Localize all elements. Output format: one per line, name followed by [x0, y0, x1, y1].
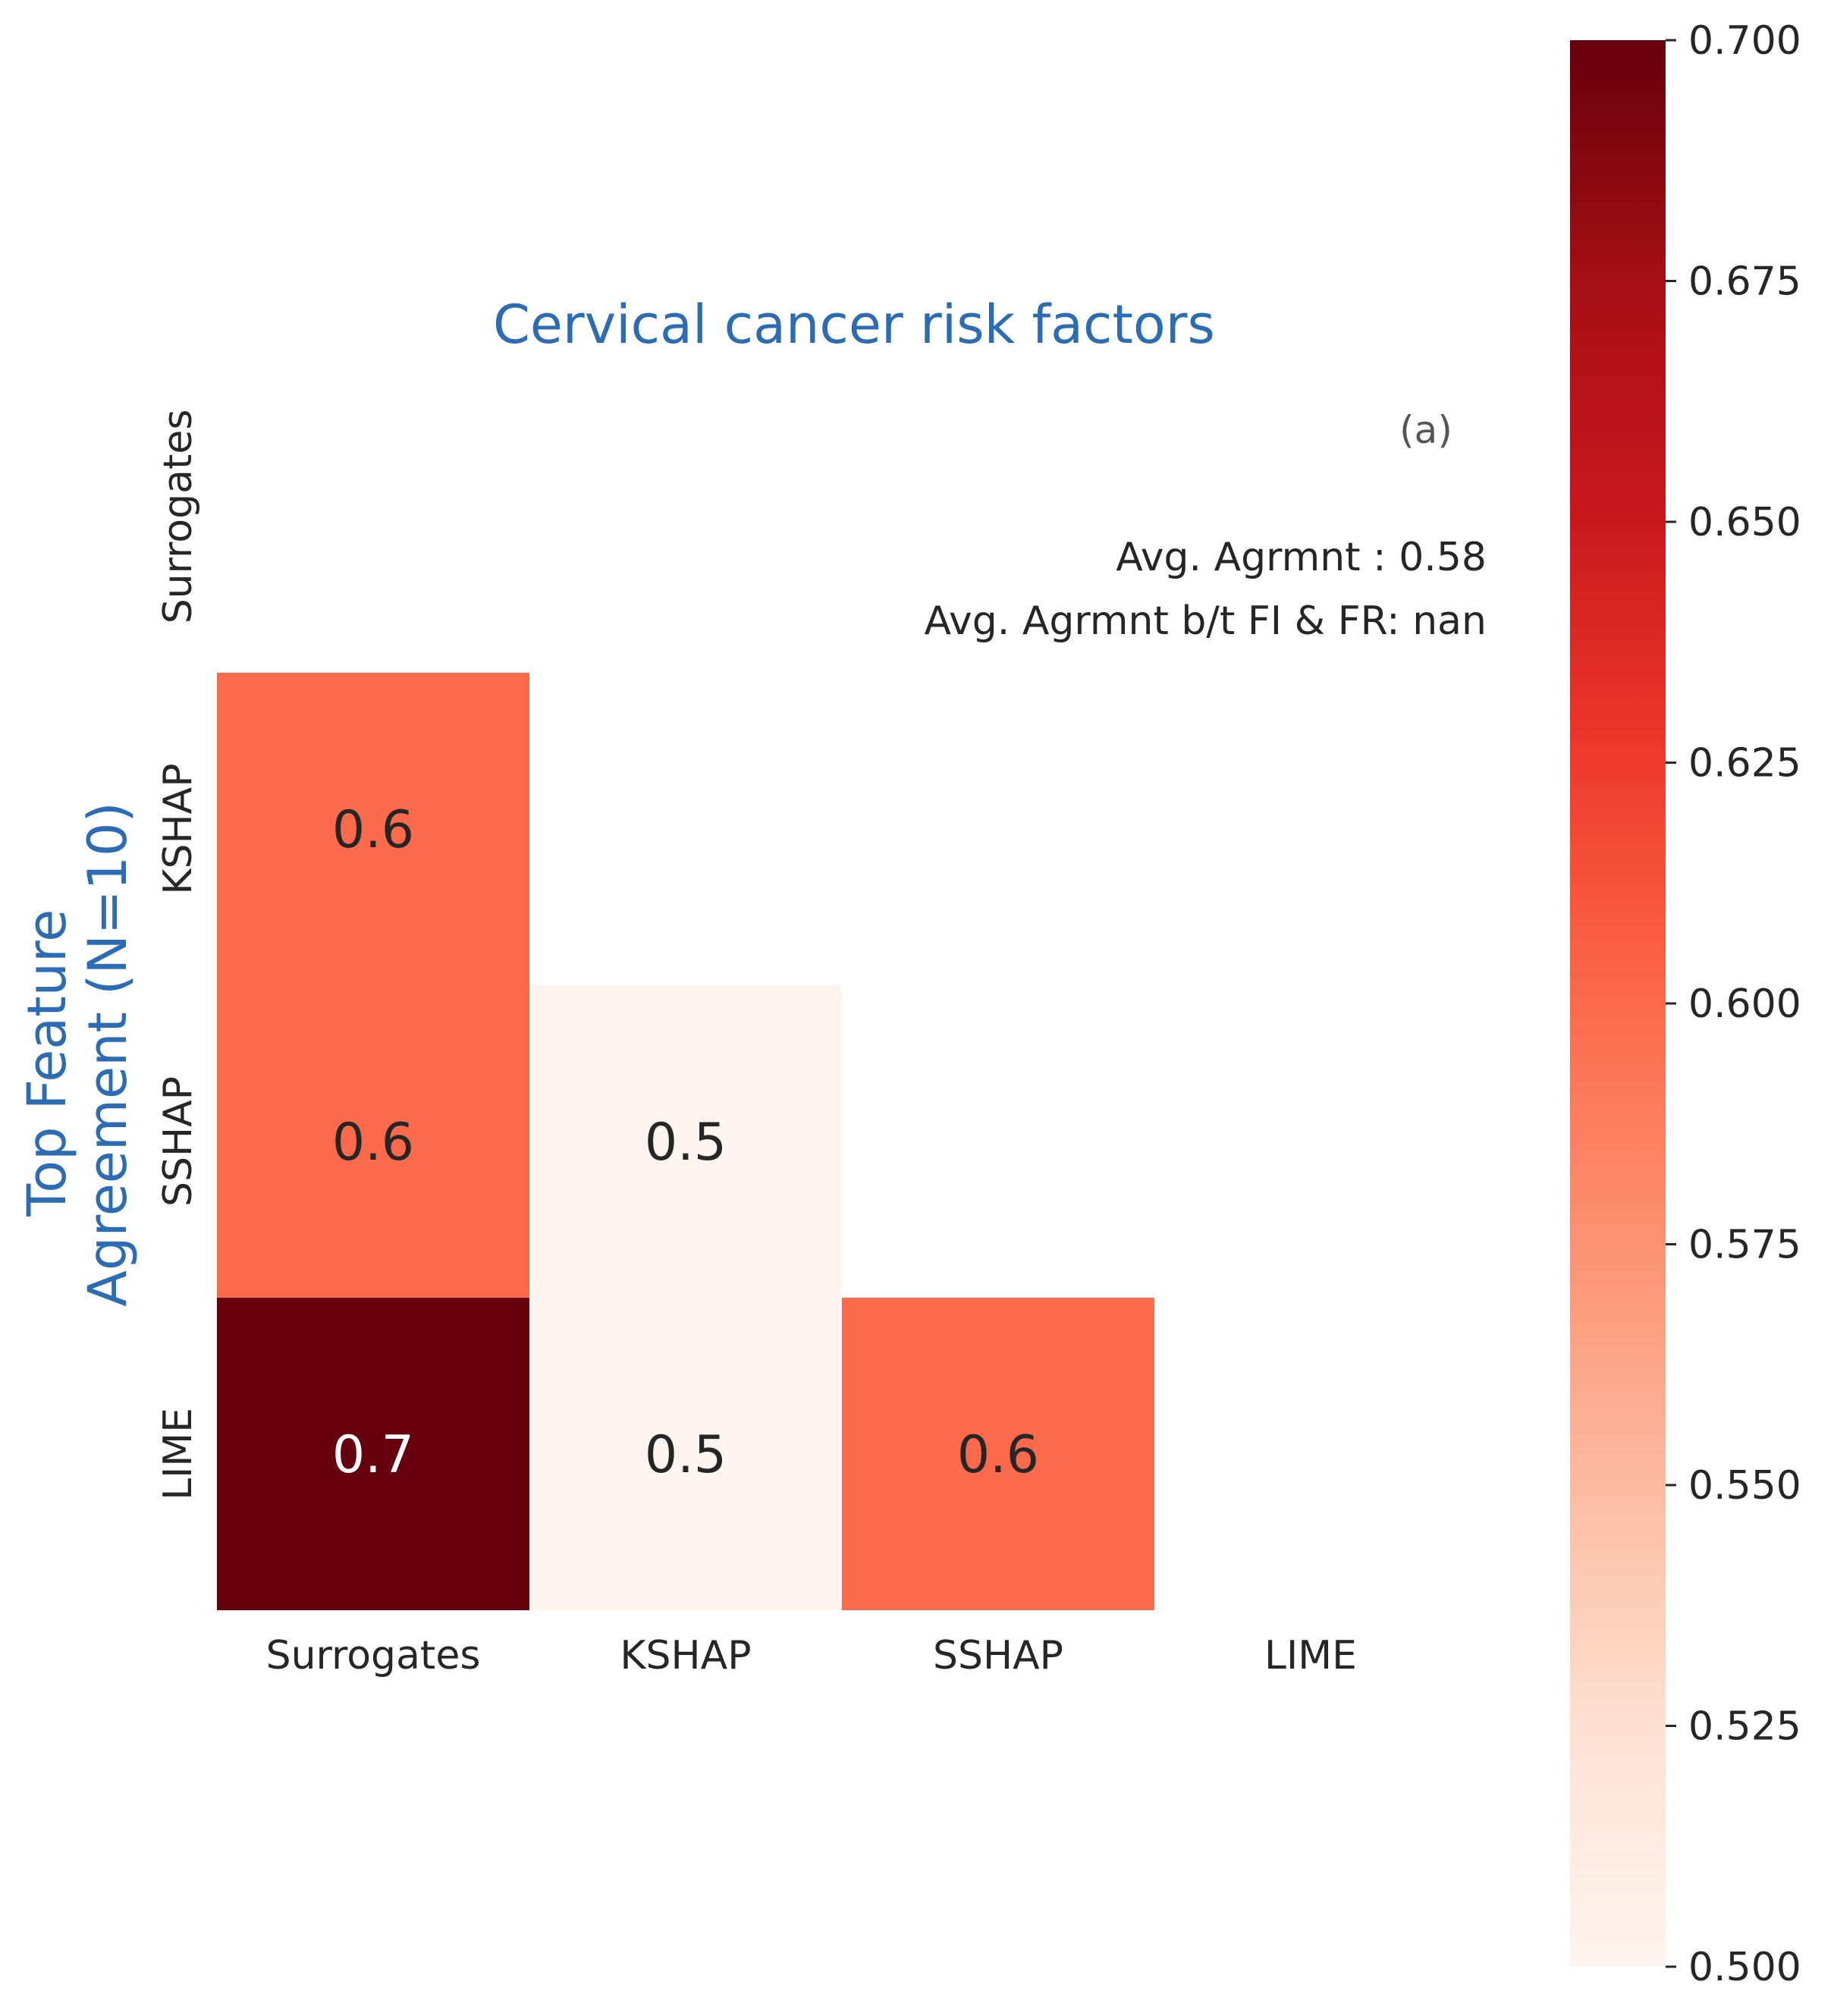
colorbar-tick-label: 0.500 [1688, 1945, 1801, 1990]
heatmap-cell-label: 0.6 [332, 800, 414, 860]
heatmap-cell-label: 0.7 [332, 1425, 414, 1485]
heatmap-cell [217, 673, 529, 985]
y-axis-label-line-1: Top Feature [16, 909, 78, 1217]
colorbar-tick-label: 0.550 [1688, 1463, 1801, 1509]
heatmap-cells [217, 673, 1154, 1610]
colorbar-tick-label: 0.700 [1688, 18, 1801, 64]
x-tick-label: LIME [1264, 1633, 1357, 1678]
colorbar-tick-label: 0.575 [1688, 1223, 1801, 1268]
heatmap-cell-label: 0.5 [645, 1113, 727, 1173]
y-tick-label: Surrogates [155, 410, 201, 624]
y-tick-label: SSHAP [155, 1076, 201, 1207]
colorbar-tick-label: 0.625 [1688, 741, 1801, 787]
heatmap-cell-labels: 0.6 0.6 0.5 0.7 0.5 0.6 [332, 800, 1039, 1485]
heatmap-cell-label: 0.6 [957, 1425, 1039, 1485]
x-tick-label: KSHAP [620, 1633, 751, 1678]
avg-agreement-fi-fr-text: Avg. Agrmnt b/t FI & FR: nan [924, 598, 1487, 644]
x-axis-tick-labels: Surrogates KSHAP SSHAP LIME [266, 1633, 1357, 1678]
colorbar-ticks: 0.500 0.525 0.550 0.575 0.600 0.625 0.650 0.675… [1666, 18, 1801, 1990]
y-axis-label-line-2: Agreement (N=10) [77, 802, 139, 1307]
heatmap-cell [529, 1298, 842, 1610]
heatmap-cell [529, 985, 842, 1298]
y-axis-label: Top Feature Agreement (N=10) [16, 802, 139, 1307]
heatmap-cell [842, 1298, 1154, 1610]
heatmap-cell [217, 985, 529, 1298]
y-axis-tick-labels: Surrogates KSHAP SSHAP LIME [155, 410, 201, 1500]
colorbar-tick-label: 0.525 [1688, 1704, 1801, 1750]
avg-agreement-text: Avg. Agrmnt : 0.58 [1116, 535, 1487, 580]
colorbar [1570, 40, 1666, 1967]
chart-title: Cervical cancer risk factors [493, 294, 1215, 356]
colorbar-tick-label: 0.650 [1688, 500, 1801, 545]
heatmap-cell-label: 0.6 [332, 1113, 414, 1173]
heatmap-cell [217, 1298, 529, 1610]
colorbar-tick-label: 0.600 [1688, 981, 1801, 1027]
colorbar-tick-label: 0.675 [1688, 259, 1801, 305]
y-tick-label: LIME [155, 1408, 201, 1500]
panel-label: (a) [1399, 408, 1452, 452]
y-tick-label: KSHAP [155, 763, 201, 894]
x-tick-label: SSHAP [933, 1633, 1063, 1678]
x-tick-label: Surrogates [266, 1633, 481, 1678]
heatmap-cell-label: 0.5 [645, 1425, 727, 1485]
